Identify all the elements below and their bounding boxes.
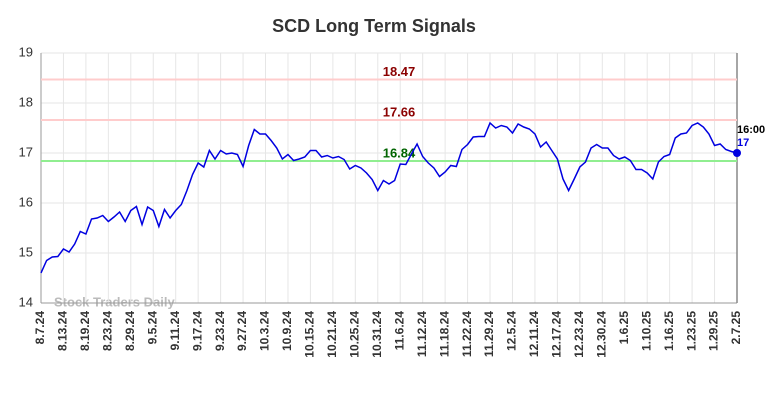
x-tick-label: 10.21.24 xyxy=(325,311,339,358)
x-tick-label: 1.29.25 xyxy=(707,311,721,351)
level-label: 16.84 xyxy=(383,145,416,160)
watermark: Stock Traders Daily xyxy=(54,294,175,309)
price-line xyxy=(40,121,738,274)
x-tick-label: 11.29.24 xyxy=(482,311,496,357)
x-tick-label: 1.6.25 xyxy=(617,311,631,345)
y-tick-label: 17 xyxy=(19,144,33,159)
x-tick-label: 10.3.24 xyxy=(258,311,272,351)
x-tick-label: 11.18.24 xyxy=(437,311,451,357)
last-point xyxy=(733,149,741,157)
x-tick-label: 9.17.24 xyxy=(190,311,204,351)
x-tick-label: 11.6.24 xyxy=(392,311,406,351)
x-tick-label: 9.5.24 xyxy=(145,311,159,345)
x-tick-label: 9.11.24 xyxy=(168,311,182,351)
x-tick-label: 1.23.25 xyxy=(684,311,698,351)
x-tick-label: 12.5.24 xyxy=(505,311,519,351)
x-tick-label: 11.12.24 xyxy=(415,311,429,357)
x-tick-label: 12.30.24 xyxy=(594,311,608,358)
x-tick-label: 10.9.24 xyxy=(280,311,294,351)
y-tick-label: 18 xyxy=(19,94,33,109)
x-tick-label: 8.13.24 xyxy=(56,311,70,351)
x-tick-label: 8.19.24 xyxy=(78,311,92,351)
x-tick-label: 12.11.24 xyxy=(527,311,541,357)
x-tick-label: 10.31.24 xyxy=(370,311,384,358)
x-tick-label: 11.22.24 xyxy=(460,311,474,357)
x-tick-label: 12.17.24 xyxy=(550,311,564,358)
x-tick-label: 8.23.24 xyxy=(101,311,115,351)
y-tick-label: 19 xyxy=(19,44,33,59)
x-tick-label: 1.10.25 xyxy=(639,311,653,351)
last-time-label: 16:00 xyxy=(737,124,765,136)
x-tick-label: 10.25.24 xyxy=(347,311,361,358)
x-tick-label: 10.15.24 xyxy=(303,311,317,358)
x-tick-label: 1.16.25 xyxy=(662,311,676,351)
level-label: 17.66 xyxy=(383,104,416,119)
x-tick-label: 12.23.24 xyxy=(572,311,586,358)
x-tick-label: 8.29.24 xyxy=(123,311,137,351)
y-tick-label: 14 xyxy=(19,294,33,309)
y-tick-label: 16 xyxy=(19,194,33,209)
x-tick-label: 9.23.24 xyxy=(213,311,227,351)
last-value-label: 17 xyxy=(737,137,749,149)
x-tick-label: 9.27.24 xyxy=(235,311,249,351)
level-label: 18.47 xyxy=(383,64,416,79)
chart-title: SCD Long Term Signals xyxy=(272,16,476,36)
x-tick-label: 2.7.25 xyxy=(729,311,743,345)
y-tick-label: 15 xyxy=(19,244,33,259)
x-tick-label: 8.7.24 xyxy=(33,311,47,345)
